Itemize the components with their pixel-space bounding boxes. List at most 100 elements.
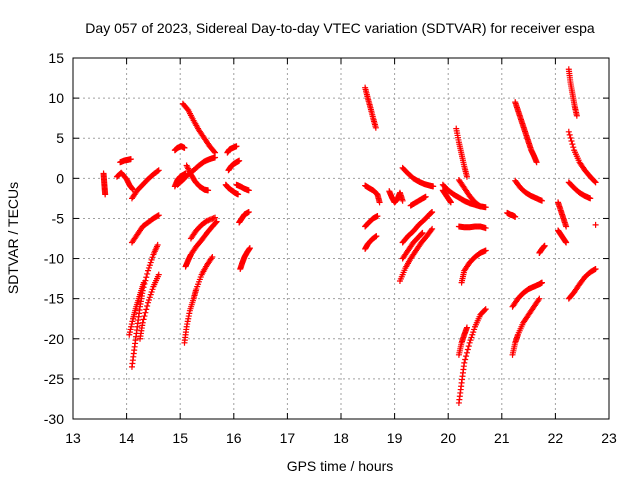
data-point-marker <box>235 191 242 198</box>
data-point-marker <box>463 173 470 180</box>
data-point-marker <box>467 337 474 344</box>
data-point-marker <box>568 138 575 145</box>
data-point-marker <box>461 359 468 366</box>
data-point-marker <box>465 343 472 350</box>
data-point-marker <box>139 319 146 326</box>
data-point-marker <box>464 346 471 353</box>
series-arc-11 <box>174 154 219 188</box>
data-point-marker <box>155 212 162 219</box>
data-point-marker <box>140 279 147 286</box>
series-arc-14 <box>187 214 219 242</box>
y-tick-label: -10 <box>44 251 64 267</box>
series-arc-41 <box>504 209 519 220</box>
data-point-marker <box>419 229 426 236</box>
data-point-marker <box>147 259 154 266</box>
data-point-marker <box>482 204 489 211</box>
data-point-marker <box>468 334 475 341</box>
data-point-marker <box>567 134 574 141</box>
data-point-marker <box>477 203 484 210</box>
data-point-marker <box>130 186 137 193</box>
data-point-marker <box>563 239 570 246</box>
data-point-marker <box>399 197 406 204</box>
data-point-marker <box>374 213 381 220</box>
series-arc-12 <box>179 100 219 156</box>
data-point-marker <box>245 209 252 216</box>
data-point-marker <box>418 231 425 238</box>
series-arc-19 <box>222 181 242 198</box>
data-point-marker <box>212 219 219 226</box>
data-point-marker <box>213 218 220 225</box>
y-axis-label: SDTVAR / TECUs <box>5 182 21 294</box>
data-point-marker <box>591 178 598 185</box>
data-point-marker <box>533 159 540 166</box>
series-arc-35 <box>453 125 470 180</box>
data-point-marker <box>481 307 488 314</box>
plot-area: 13 14 15 16 17 18 19 20 21 22 23 -30 -25 -20 -15 -10 -5… <box>44 50 617 446</box>
x-tick-label: 13 <box>65 430 81 446</box>
series-arc-43 <box>512 177 545 204</box>
series-arc-23 <box>362 84 379 131</box>
data-point-marker <box>128 321 135 328</box>
data-point-marker <box>144 303 151 310</box>
data-point-marker <box>541 242 548 249</box>
y-tick-label: -25 <box>44 371 64 387</box>
data-point-marker <box>430 183 437 190</box>
data-point-marker <box>143 274 150 281</box>
data-point-marker <box>127 156 134 163</box>
data-point-marker <box>466 339 473 346</box>
series-arc-17 <box>224 143 240 156</box>
data-point-marker <box>155 167 162 174</box>
data-point-marker <box>145 267 152 274</box>
data-point-marker <box>145 299 152 306</box>
data-point-marker <box>570 144 577 151</box>
data-point-marker <box>376 199 383 206</box>
data-point-marker <box>573 112 580 119</box>
data-point-marker <box>418 230 425 237</box>
y-tick-label: -15 <box>44 291 64 307</box>
data-point-marker <box>245 187 252 194</box>
series-arc-47 <box>555 199 570 230</box>
data-point-marker <box>148 288 155 295</box>
series-arc-39 <box>455 306 489 406</box>
series-arc-45 <box>509 279 545 310</box>
data-point-marker <box>428 227 435 234</box>
x-tick-label: 17 <box>280 430 296 446</box>
data-point-marker <box>142 309 149 316</box>
series-arc-49 <box>565 66 580 119</box>
data-point-marker <box>462 356 469 363</box>
data-point-marker <box>592 265 599 272</box>
series-arc-07 <box>126 279 147 338</box>
data-point-marker <box>469 331 476 338</box>
series-arc-13 <box>183 162 212 194</box>
series-arc-38 <box>458 247 489 286</box>
data-point-marker <box>447 199 454 206</box>
series-arc-05 <box>128 212 162 246</box>
series-arc-24 <box>362 182 383 206</box>
data-point-marker <box>587 195 594 202</box>
data-point-marker <box>126 331 133 338</box>
series-arc-46 <box>509 295 543 358</box>
data-point-marker <box>463 353 470 360</box>
data-point-marker <box>146 262 153 269</box>
series-arc-30 <box>396 225 436 285</box>
series-arc-16 <box>181 253 216 346</box>
chart-title: Day 057 of 2023, Sidereal Day-to-day VTE… <box>85 20 595 36</box>
data-point-marker <box>470 329 477 336</box>
data-point-marker <box>563 223 570 230</box>
data-point-marker <box>236 157 243 164</box>
data-point-marker <box>512 213 519 220</box>
series-arc-02 <box>117 156 134 166</box>
x-tick-label: 23 <box>601 430 617 446</box>
series-arc-42 <box>512 99 540 166</box>
data-point-marker <box>147 291 154 298</box>
x-tick-label: 15 <box>172 430 188 446</box>
data-point-marker <box>246 245 253 252</box>
data-point-marker <box>129 318 136 325</box>
data-point-marker <box>145 264 152 271</box>
series-arc-20 <box>233 181 252 194</box>
series-arc-48 <box>555 227 570 246</box>
data-point-marker <box>102 191 109 198</box>
data-point-marker <box>212 149 219 156</box>
data-point-marker <box>146 294 153 301</box>
